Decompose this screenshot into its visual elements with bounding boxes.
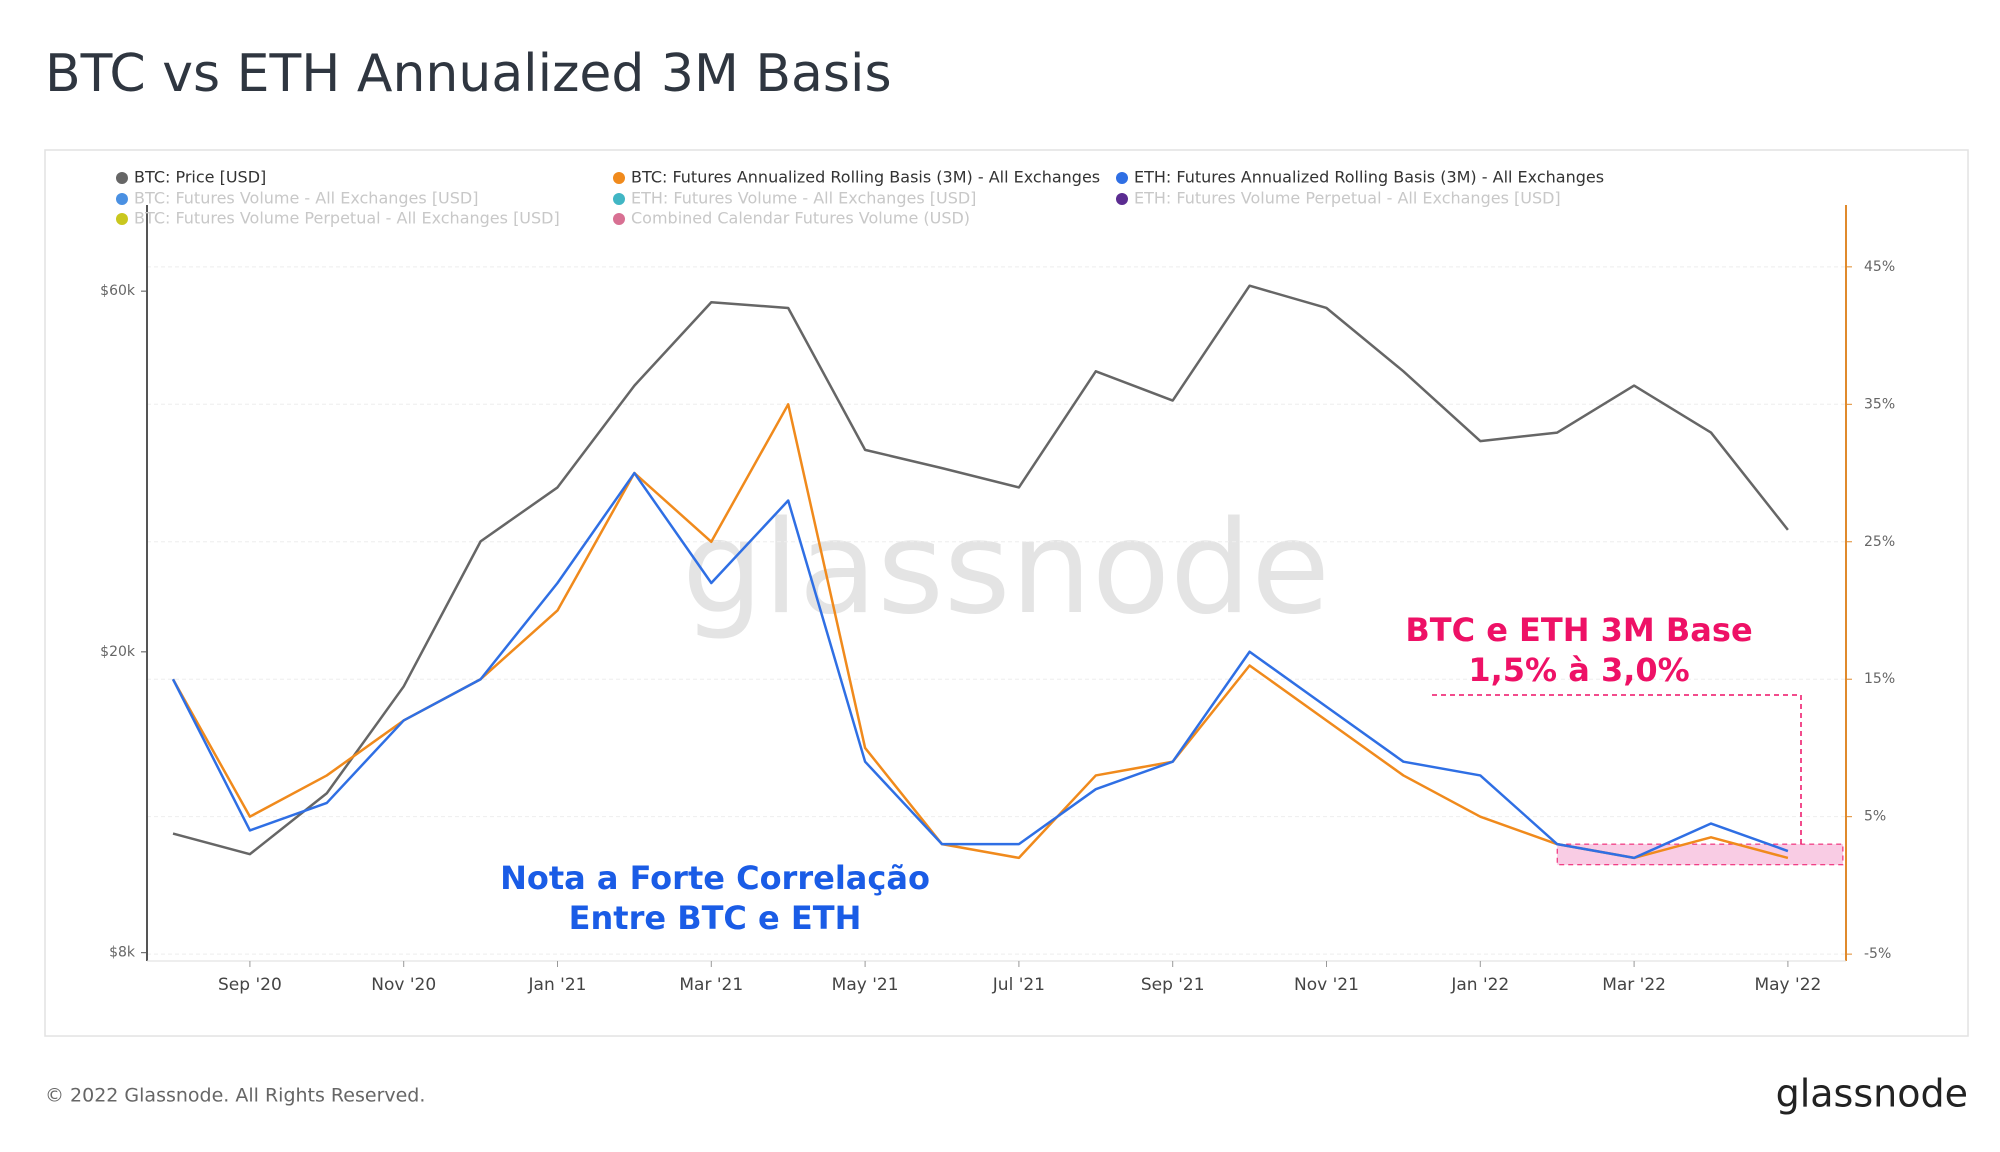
legend-dot xyxy=(116,172,128,184)
legend-dot xyxy=(1116,193,1128,205)
highlight-band xyxy=(1556,843,1844,866)
x-tick-label: Mar '21 xyxy=(679,975,743,995)
legend-label: ETH: Futures Volume Perpetual - All Exch… xyxy=(1134,189,1561,208)
x-tick-label: Jan '22 xyxy=(1450,975,1509,995)
x-tick-label: Nov '20 xyxy=(371,975,436,995)
y-tick-label: $60k xyxy=(100,283,136,299)
legend-label: BTC: Price [USD] xyxy=(134,168,266,187)
legend-dot xyxy=(613,213,625,225)
legend-label: ETH: Futures Annualized Rolling Basis (3… xyxy=(1134,168,1604,187)
chart-frame xyxy=(44,149,1969,1037)
x-tick-label: Sep '20 xyxy=(218,975,282,995)
annotation: BTC e ETH 3M Base xyxy=(1405,611,1752,649)
series-line xyxy=(171,471,1789,860)
x-tick-label: Jul '21 xyxy=(992,975,1045,995)
x-tick-label: Jan '21 xyxy=(528,975,587,995)
annotation: 1,5% à 3,0% xyxy=(1468,651,1689,689)
legend-label: BTC: Futures Annualized Rolling Basis (3… xyxy=(631,168,1100,187)
y-tick-label: $8k xyxy=(109,945,136,961)
y2-tick-label: -5% xyxy=(1864,946,1891,962)
watermark: glassnode xyxy=(682,494,1330,643)
annotation: Entre BTC e ETH xyxy=(569,899,862,937)
legend-label: BTC: Futures Volume Perpetual - All Exch… xyxy=(134,209,560,228)
y2-tick-label: 35% xyxy=(1864,396,1895,412)
y2-tick-label: 25% xyxy=(1864,534,1895,550)
y2-tick-label: 45% xyxy=(1864,259,1895,275)
legend-dot xyxy=(1116,172,1128,184)
legend-label: Combined Calendar Futures Volume (USD) xyxy=(631,209,970,228)
logo: glassnode xyxy=(1776,1072,1968,1116)
series-line xyxy=(172,284,1789,856)
x-tick-label: May '22 xyxy=(1754,975,1821,995)
copyright: © 2022 Glassnode. All Rights Reserved. xyxy=(45,1085,425,1107)
y2-tick-label: 5% xyxy=(1864,809,1886,825)
legend-dot xyxy=(613,193,625,205)
x-tick-label: Sep '21 xyxy=(1141,975,1205,995)
x-tick-label: Nov '21 xyxy=(1294,975,1359,995)
legend-dot xyxy=(116,213,128,225)
legend-label: ETH: Futures Volume - All Exchanges [USD… xyxy=(631,189,976,208)
annotation: Nota a Forte Correlação xyxy=(500,859,930,897)
x-tick-label: May '21 xyxy=(832,975,899,995)
legend-label: BTC: Futures Volume - All Exchanges [USD… xyxy=(134,189,478,208)
y-tick-label: $20k xyxy=(100,644,136,660)
legend-dot xyxy=(613,172,625,184)
y2-tick-label: 15% xyxy=(1864,671,1895,687)
title: BTC vs ETH Annualized 3M Basis xyxy=(45,44,892,104)
x-tick-label: Mar '22 xyxy=(1602,975,1666,995)
annotation-leader xyxy=(1432,694,1802,845)
legend-dot xyxy=(116,193,128,205)
